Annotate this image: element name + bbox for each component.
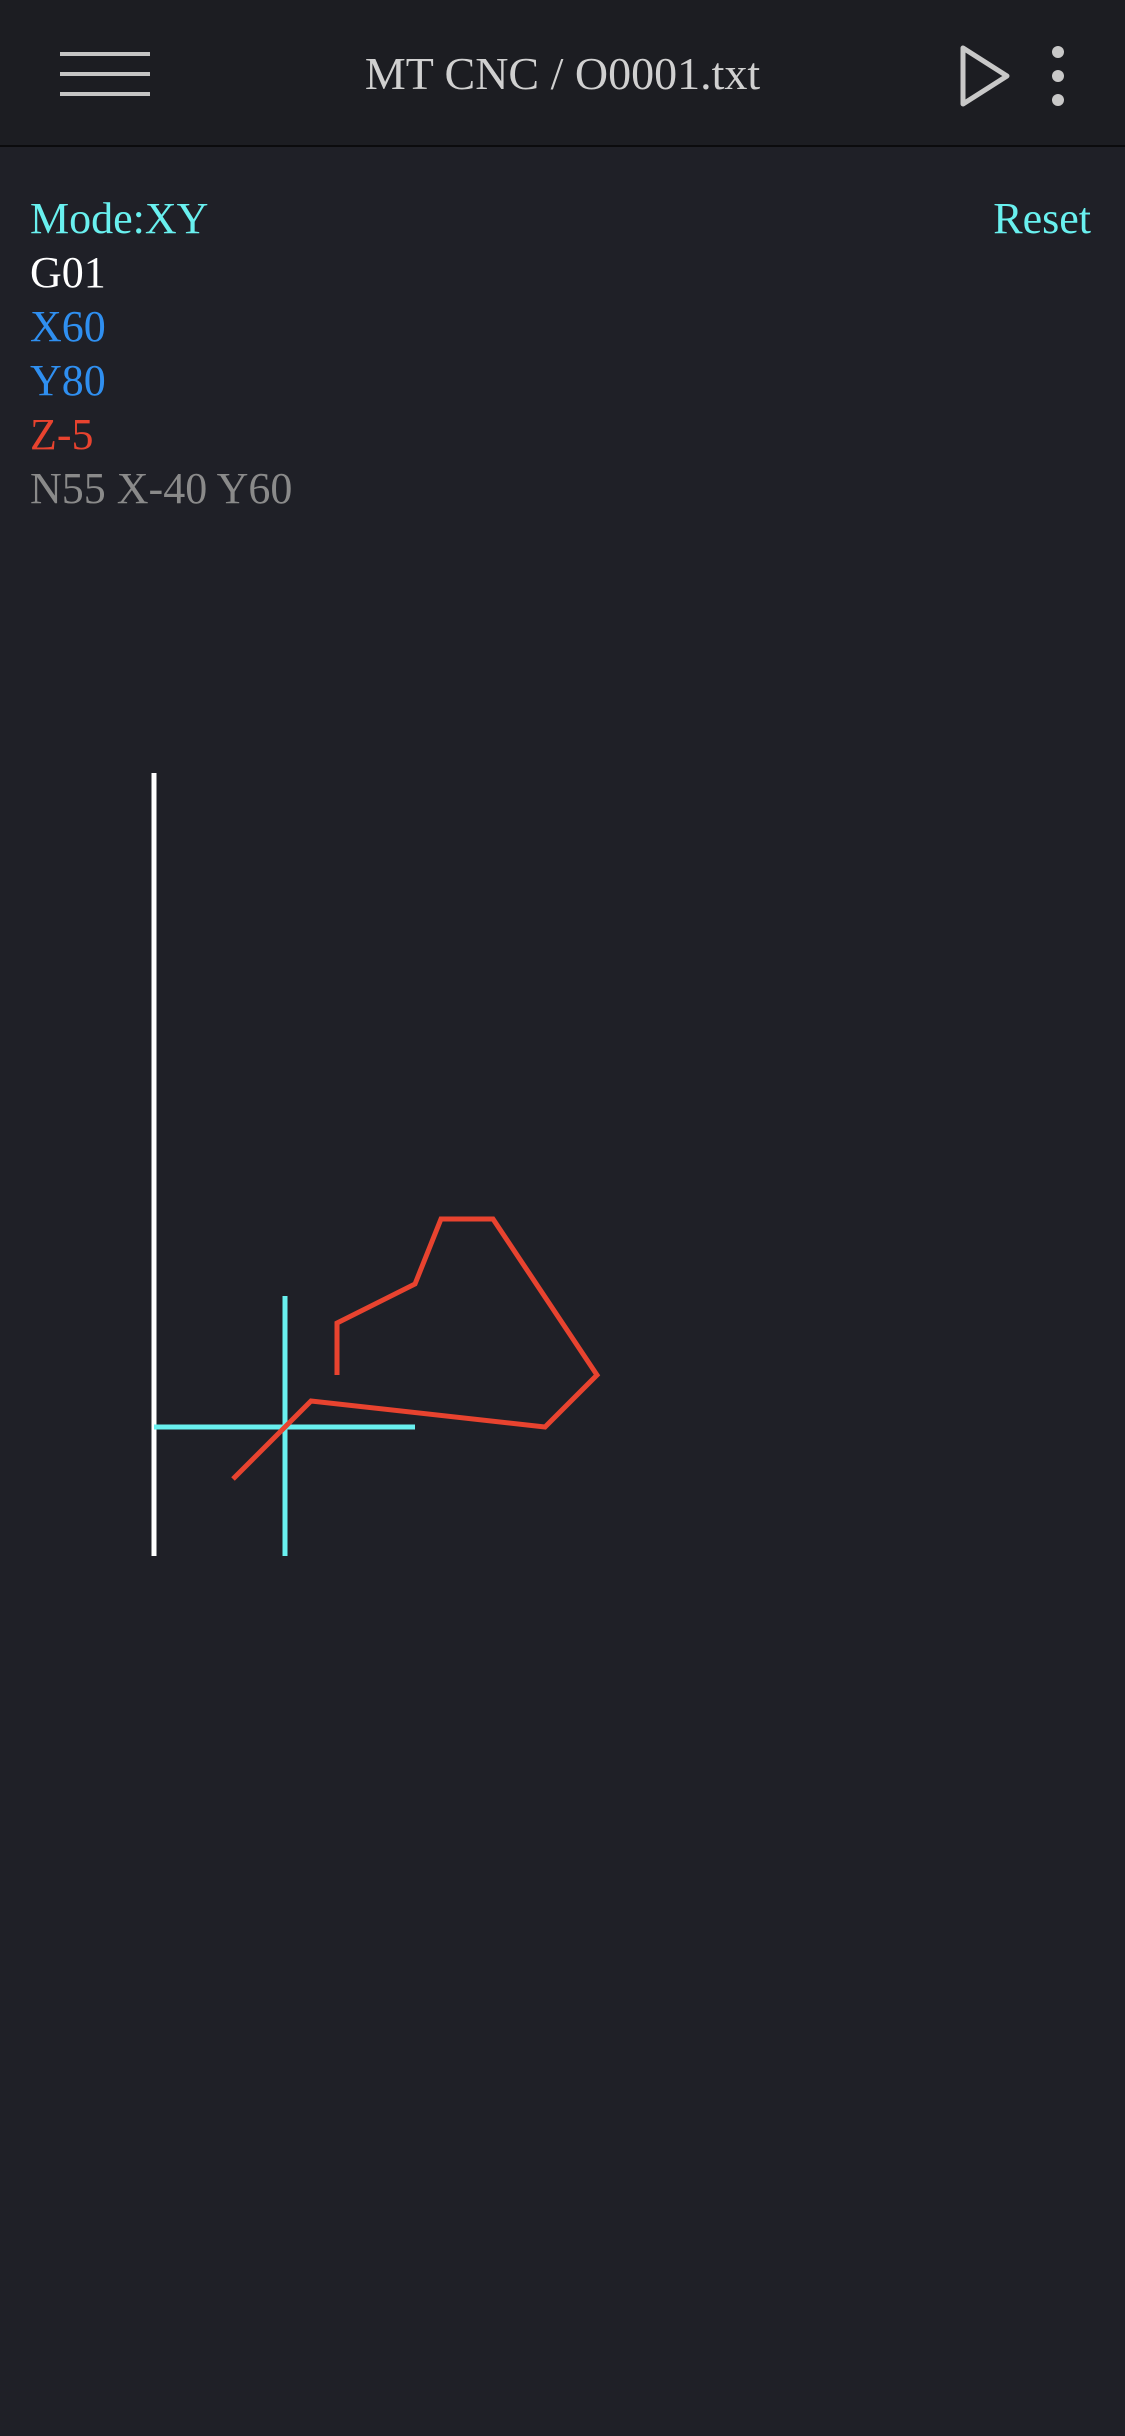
toolpath-polyline bbox=[231, 1216, 601, 1481]
app-bar: MT CNC / O0001.txt bbox=[0, 0, 1125, 147]
hamburger-menu-icon-bar bbox=[60, 72, 150, 76]
more-vertical-icon bbox=[1052, 46, 1064, 106]
play-icon bbox=[960, 45, 1010, 107]
page-title: MT CNC / O0001.txt bbox=[364, 48, 761, 99]
next-block-line: N55 X-40 Y60 bbox=[30, 464, 293, 513]
mode-label: Mode:XY bbox=[30, 194, 209, 243]
reset-button[interactable]: Reset bbox=[993, 194, 1091, 243]
menu-button[interactable] bbox=[60, 52, 150, 96]
x-coordinate: X60 bbox=[30, 302, 106, 351]
gcode-command: G01 bbox=[30, 248, 106, 297]
hamburger-menu-icon-bar bbox=[60, 92, 150, 96]
status-panel: Mode:XY G01 X60 Y80 Z-5 N55 X-40 Y60 bbox=[30, 192, 292, 516]
toolpath-canvas bbox=[151, 773, 601, 1556]
more-options-button[interactable] bbox=[1040, 40, 1076, 112]
play-button[interactable] bbox=[955, 40, 1015, 112]
z-coordinate: Z-5 bbox=[30, 410, 94, 459]
hamburger-menu-icon bbox=[60, 52, 150, 56]
y-coordinate: Y80 bbox=[30, 356, 106, 405]
